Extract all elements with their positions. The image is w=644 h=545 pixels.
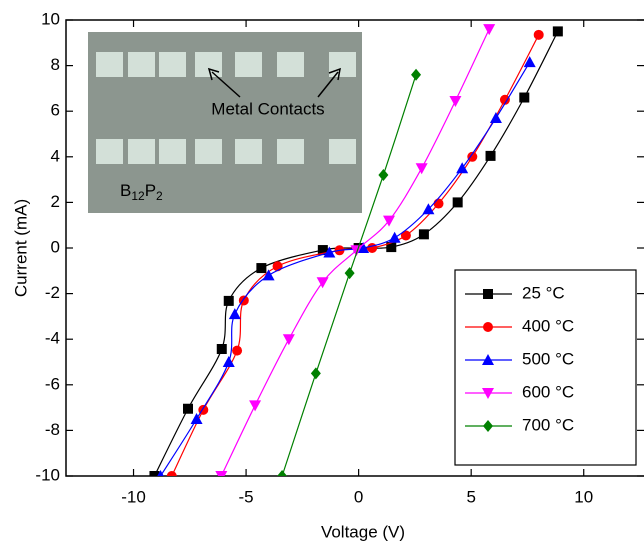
marker (183, 403, 194, 414)
marker (499, 94, 510, 105)
marker (149, 471, 160, 476)
marker (449, 95, 462, 107)
legend: 25 °C 400 °C 500 °C 600 °C 700 °C (454, 269, 637, 466)
marker (386, 242, 397, 253)
y-tick-label: 2 (51, 192, 60, 211)
inset-annotation: Metal Contacts (211, 99, 324, 118)
marker (157, 470, 164, 476)
legend-label: 500 °C (522, 349, 574, 368)
marker (422, 203, 435, 215)
marker (316, 277, 329, 289)
y-tick-label: 10 (41, 9, 60, 28)
legend-marker (482, 388, 494, 399)
marker (523, 56, 536, 68)
legend-marker (483, 322, 493, 332)
marker (323, 246, 336, 258)
marker (378, 169, 389, 182)
marker (262, 269, 275, 281)
legend-label: 700 °C (522, 415, 574, 434)
x-tick-label: -5 (239, 487, 254, 506)
marker (489, 112, 502, 124)
series-line (160, 61, 531, 476)
legend-marker (482, 354, 494, 365)
legend-marker (483, 289, 493, 299)
marker (467, 151, 478, 162)
marker (228, 308, 241, 320)
marker (166, 471, 177, 476)
formula-part: B (120, 181, 131, 200)
marker (256, 263, 267, 274)
marker (223, 295, 234, 306)
y-tick-label: 6 (51, 101, 60, 120)
plot-area (149, 24, 563, 476)
marker (232, 345, 243, 356)
marker (411, 68, 422, 81)
marker (418, 229, 429, 240)
marker (350, 245, 363, 257)
x-tick-label: -10 (121, 487, 146, 506)
y-tick-label: -4 (45, 329, 60, 348)
marker (317, 245, 328, 256)
arrows (207, 67, 341, 98)
x-tick-label: 5 (466, 487, 475, 506)
y-tick-label: -10 (35, 465, 60, 484)
legend-label: 400 °C (522, 316, 574, 335)
formula-sub: 2 (156, 189, 163, 203)
marker (249, 400, 262, 412)
marker (310, 367, 321, 380)
marker (282, 334, 295, 346)
y-tick-label: -8 (45, 420, 60, 439)
formula-sub: 12 (131, 189, 145, 203)
marker (388, 231, 401, 243)
marker (400, 230, 411, 241)
y-tick-label: -6 (45, 374, 60, 393)
y-tick-label: 4 (51, 146, 60, 165)
marker (456, 162, 469, 174)
y-tick-label: 8 (51, 55, 60, 74)
legend-label: 25 °C (522, 283, 565, 302)
marker (415, 163, 428, 175)
marker (452, 197, 463, 208)
formula-part: P (145, 181, 156, 200)
legend-box (454, 269, 637, 466)
marker (344, 267, 355, 280)
contact-pads (96, 52, 356, 164)
marker (519, 92, 530, 103)
marker (222, 356, 235, 367)
marker (383, 215, 396, 227)
marker (483, 24, 496, 36)
marker (272, 261, 283, 272)
legend-label: 600 °C (522, 382, 574, 401)
x-tick-label: 10 (574, 487, 593, 506)
y-tick-label: 0 (51, 237, 60, 256)
y-tick-label: -2 (45, 283, 60, 302)
marker (215, 471, 228, 476)
inset-material: B12P2 (120, 181, 163, 203)
marker (485, 150, 496, 161)
marker (357, 242, 370, 253)
y-axis-label: Current (mA) (11, 199, 30, 297)
marker (277, 470, 288, 476)
inset: Metal Contacts B12P2 (88, 32, 362, 213)
marker (433, 198, 444, 209)
x-tick-label: 0 (354, 487, 363, 506)
marker (216, 344, 227, 355)
marker (190, 413, 203, 424)
marker (552, 26, 563, 37)
legend-marker (483, 420, 493, 432)
marker (533, 29, 544, 40)
x-axis-label: Voltage (V) (321, 522, 405, 541)
